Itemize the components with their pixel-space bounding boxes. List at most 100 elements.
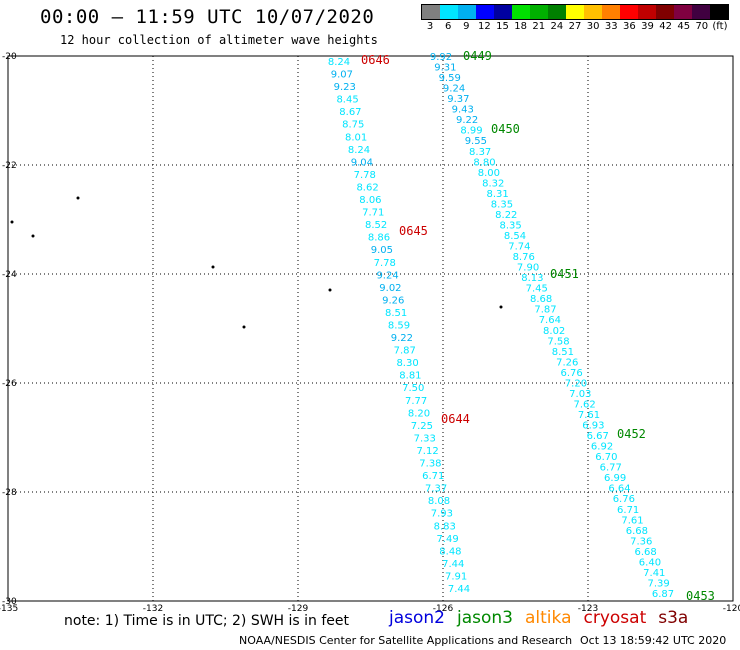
latitude-label: -22 — [2, 161, 17, 171]
legend-color-bar — [421, 4, 729, 20]
west-track-value: 8.08 — [428, 496, 450, 507]
legend-label: 24 — [550, 21, 564, 32]
satellite-name: cryosat — [583, 608, 647, 628]
legend-label: 36 — [622, 21, 636, 32]
east-track-value: 8.54 — [504, 231, 526, 242]
east-track-value: 9.92 — [430, 52, 452, 63]
west-track-value: 8.45 — [336, 95, 358, 106]
latitude-labels: -20 -22 -24 -26 -28 -30 — [2, 52, 17, 607]
east-track-value: 8.68 — [530, 294, 552, 305]
west-track-value: 8.51 — [385, 308, 407, 319]
island-marker — [31, 234, 35, 238]
legend-swatch — [512, 5, 530, 19]
west-track-value: 7.50 — [402, 383, 424, 394]
legend-label: 39 — [641, 21, 654, 32]
east-track-value: 6.67 — [587, 431, 609, 442]
legend-swatch — [674, 5, 692, 19]
east-track-value: 7.26 — [556, 357, 578, 368]
west-track-value: 9.26 — [382, 295, 404, 306]
east-track-value: 7.61 — [578, 410, 600, 421]
east-track-value: 7.58 — [547, 336, 569, 347]
legend-swatch — [566, 5, 584, 19]
satellite-name: altika — [525, 608, 572, 628]
footer-timestamp: Oct 13 18:59:42 UTC 2020 — [580, 634, 727, 647]
west-track-value: 8.59 — [388, 321, 410, 332]
latitude-label: -20 — [2, 52, 17, 62]
east-track-value: 8.31 — [486, 189, 508, 200]
east-track-value: 8.13 — [521, 273, 543, 284]
east-track-value: 8.22 — [495, 210, 517, 221]
latitude-label: -30 — [2, 597, 17, 607]
west-track-value: 9.22 — [391, 333, 413, 344]
east-track-value: 7.36 — [630, 536, 652, 547]
time-label: 0451 — [550, 267, 579, 281]
east-track-value: 7.64 — [539, 315, 561, 326]
east-track-value: 6.70 — [595, 452, 617, 463]
west-track-value: 7.12 — [416, 446, 438, 457]
east-track-value: 7.62 — [574, 399, 596, 410]
legend-label: 70 — [695, 21, 709, 32]
chart-title: 00:00 — 11:59 UTC 10/07/2020 — [40, 6, 375, 28]
west-track-value: 7.38 — [419, 459, 441, 470]
east-track-value: 8.00 — [478, 168, 500, 179]
longitude-label: -126 — [433, 604, 454, 614]
longitude-label: -123 — [578, 604, 598, 614]
west-track-value: 7.44 — [442, 559, 464, 570]
west-track-value: 7.37 — [425, 484, 447, 495]
east-track-value: 9.22 — [456, 115, 478, 126]
east-track-value: 7.90 — [517, 263, 539, 274]
time-label: 0645 — [399, 224, 428, 238]
west-track-value: 7.25 — [411, 421, 433, 432]
legend-label: 15 — [496, 21, 509, 32]
time-label: 0449 — [463, 49, 492, 63]
legend-label: 45 — [677, 21, 691, 32]
island-marker — [211, 265, 215, 269]
west-track-value: 7.87 — [394, 346, 416, 357]
longitude-label: -132 — [143, 604, 163, 614]
legend-swatch — [602, 5, 620, 19]
west-track-value: 7.93 — [431, 509, 453, 520]
west-track-value: 7.71 — [362, 208, 384, 219]
west-track-value: 7.44 — [448, 584, 470, 595]
west-track-value: 8.62 — [356, 182, 378, 193]
east-track-value: 6.92 — [591, 442, 613, 453]
west-track-value: 6.71 — [422, 471, 444, 482]
east-track-value: 9.43 — [452, 105, 474, 116]
west-track-value: 7.78 — [374, 258, 396, 269]
east-track-value: 9.31 — [434, 63, 456, 74]
west-track-value: 8.83 — [434, 521, 456, 532]
longitude-labels: -135 -132 -129 -126 -123 -120 — [0, 604, 740, 614]
latitude-label: -24 — [2, 270, 17, 280]
east-track-value: 7.45 — [526, 284, 548, 295]
east-track-value: 6.76 — [560, 368, 582, 379]
west-track-value: 8.75 — [342, 120, 364, 131]
satellite-name: jason2 — [389, 608, 445, 628]
satellite-name: s3a — [658, 608, 689, 628]
legend-label: 9 — [463, 21, 470, 32]
east-track: 9.929.319.599.249.379.439.228.999.558.37… — [430, 52, 674, 600]
east-track-value: 8.02 — [543, 326, 565, 337]
west-track-value: 9.02 — [379, 283, 401, 294]
west-track-value: 8.01 — [345, 132, 367, 143]
west-track-value: 7.49 — [436, 534, 458, 545]
legend-swatch — [476, 5, 494, 19]
east-track-value: 9.55 — [465, 136, 487, 147]
west-track-value: 8.24 — [348, 145, 370, 156]
west-track-value: 7.78 — [354, 170, 376, 181]
time-labels: 0646 0645 0644 0449 0450 0451 0452 0453 — [361, 49, 715, 603]
longitude-label: -135 — [0, 604, 18, 614]
time-label: 0646 — [361, 53, 390, 67]
legend-swatch — [710, 5, 728, 19]
legend-swatch — [620, 5, 638, 19]
west-track-value: 8.06 — [359, 195, 381, 206]
west-track-value: 8.52 — [365, 220, 387, 231]
time-label: 0644 — [441, 412, 470, 426]
east-track-value: 7.20 — [565, 378, 587, 389]
east-track-value: 7.39 — [648, 578, 670, 589]
west-track-value: 9.23 — [334, 82, 356, 93]
east-track-value: 9.37 — [447, 94, 469, 105]
legend-label: 33 — [604, 21, 618, 32]
color-legend: 3 6 9 12 15 18 21 24 27 30 33 36 39 42 45 70 (ft) — [421, 4, 729, 34]
longitude-label: -120 — [723, 604, 740, 614]
